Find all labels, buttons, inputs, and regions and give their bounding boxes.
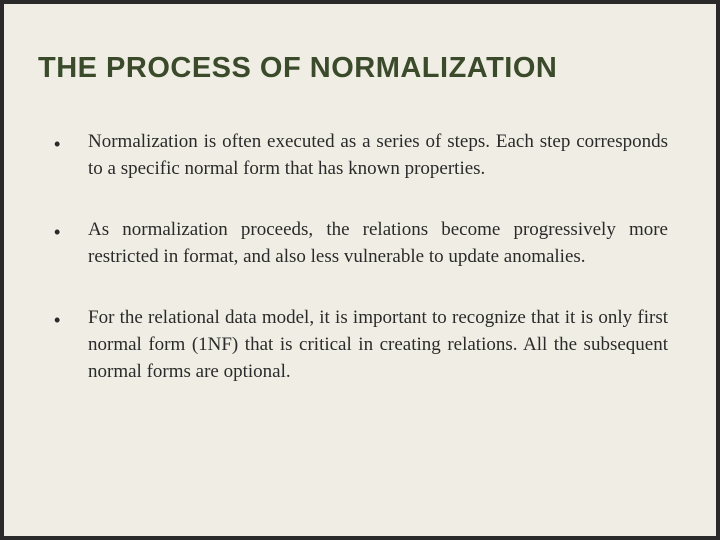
bullet-item: • As normalization proceeds, the relatio… — [54, 217, 668, 271]
bullet-text: Normalization is often executed as a ser… — [88, 129, 668, 183]
slide-title: THE PROCESS OF NORMALIZATION — [38, 52, 676, 85]
bullet-marker: • — [54, 217, 88, 271]
bullet-item: • Normalization is often executed as a s… — [54, 129, 668, 183]
bullet-marker: • — [54, 129, 88, 183]
bullet-text: For the relational data model, it is imp… — [88, 305, 668, 386]
bullet-text: As normalization proceeds, the relations… — [88, 217, 668, 271]
slide-content: • Normalization is often executed as a s… — [44, 129, 676, 386]
bullet-marker: • — [54, 305, 88, 386]
bullet-item: • For the relational data model, it is i… — [54, 305, 668, 386]
